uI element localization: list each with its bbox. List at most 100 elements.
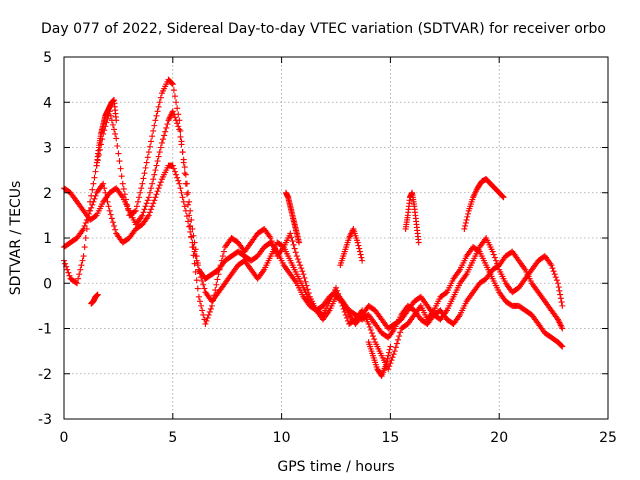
data-point-trace-2 bbox=[188, 216, 195, 223]
data-point-trace-2 bbox=[149, 180, 156, 187]
data-point-trace-2 bbox=[557, 291, 564, 298]
data-point-trace-1 bbox=[154, 108, 161, 115]
data-point-trace-1 bbox=[107, 112, 114, 119]
data-point-trace-1 bbox=[559, 343, 566, 350]
data-point-trace-1 bbox=[290, 241, 297, 248]
data-point-trace-2 bbox=[162, 128, 169, 135]
data-point-trace-1 bbox=[142, 164, 149, 171]
data-point-trace-1 bbox=[391, 348, 398, 355]
data-point-trace-1 bbox=[137, 189, 144, 196]
data-point-trace-1 bbox=[169, 80, 176, 87]
data-point-trace-2 bbox=[183, 180, 190, 187]
y-tick-label: 0 bbox=[43, 276, 52, 292]
data-point-trace-1 bbox=[289, 238, 296, 245]
data-point-trace-1 bbox=[389, 354, 396, 361]
data-point-trace-3 bbox=[86, 210, 93, 217]
data-point-trace-1 bbox=[76, 271, 83, 278]
data-point-trace-1 bbox=[302, 278, 309, 285]
axis-ticks: 0 5 10 15 20 25 -3 -2 -1 0 1 2 3 4 5 bbox=[38, 50, 617, 446]
data-point-isolated-01h bbox=[94, 291, 101, 298]
data-point-trace-1 bbox=[140, 175, 147, 182]
data-point-low-cluster-14h bbox=[383, 358, 390, 365]
data-point-trace-3 bbox=[100, 180, 107, 187]
data-point-trace-3 bbox=[152, 194, 159, 201]
data-point-trace-2 bbox=[177, 133, 184, 140]
data-point-trace-2 bbox=[157, 144, 164, 151]
data-point-trace-3 bbox=[155, 185, 162, 192]
data-point-trace-1 bbox=[144, 154, 151, 161]
data-point-trace-1 bbox=[297, 262, 304, 269]
data-point-low-cluster-14h bbox=[387, 343, 394, 350]
data-point-trace-1 bbox=[385, 366, 392, 373]
data-point-trace-3 bbox=[181, 203, 188, 210]
data-point-trace-2 bbox=[179, 149, 186, 156]
data-point-trace-3 bbox=[151, 197, 158, 204]
data-point-trace-3 bbox=[148, 206, 155, 213]
data-point-trace-3 bbox=[180, 198, 187, 205]
data-point-trace-3 bbox=[186, 223, 193, 230]
data-point-trace-1 bbox=[220, 248, 227, 255]
data-point-trace-3 bbox=[193, 257, 200, 264]
data-point-trace-1 bbox=[206, 308, 213, 315]
data-point-trace-2 bbox=[163, 124, 170, 131]
data-point-trace-2 bbox=[180, 156, 187, 163]
data-point-trace-1 bbox=[301, 274, 308, 281]
data-point-trace-2 bbox=[154, 158, 161, 165]
data-point-spike-16h bbox=[415, 239, 422, 246]
data-point-trace-3 bbox=[104, 198, 111, 205]
data-point-trace-2 bbox=[142, 203, 149, 210]
data-point-trace-2 bbox=[158, 139, 165, 146]
data-point-low-cluster-14h bbox=[384, 355, 391, 362]
data-point-spike-10h bbox=[296, 239, 303, 246]
data-point-spike-13h bbox=[358, 254, 365, 261]
x-tick-label: 25 bbox=[599, 430, 617, 446]
data-point-trace-3 bbox=[82, 219, 89, 226]
data-point-spike-18h bbox=[500, 194, 507, 201]
data-point-trace-3 bbox=[107, 211, 114, 218]
data-point-trace-2 bbox=[156, 149, 163, 156]
data-point-trace-1 bbox=[174, 105, 181, 112]
data-point-trace-3 bbox=[103, 194, 110, 201]
data-point-trace-2 bbox=[151, 171, 158, 178]
data-point-trace-3 bbox=[87, 207, 94, 214]
data-point-trace-1 bbox=[187, 222, 194, 229]
data-point-trace-1 bbox=[366, 323, 373, 330]
data-point-trace-2 bbox=[552, 274, 559, 281]
data-point-trace-1 bbox=[292, 249, 299, 256]
data-point-trace-2 bbox=[549, 265, 556, 272]
data-point-trace-2 bbox=[559, 302, 566, 309]
data-point-trace-1 bbox=[132, 207, 139, 214]
data-point-trace-3 bbox=[84, 213, 91, 220]
data-point-trace-2 bbox=[189, 225, 196, 232]
data-point-trace-3 bbox=[192, 253, 199, 260]
data-point-trace-1 bbox=[298, 265, 305, 272]
data-point-trace-2 bbox=[492, 257, 499, 264]
data-point-trace-1 bbox=[139, 180, 146, 187]
data-point-trace-3 bbox=[108, 215, 115, 222]
x-tick-label: 20 bbox=[490, 430, 508, 446]
data-point-trace-1 bbox=[152, 117, 159, 124]
data-point-trace-3 bbox=[189, 239, 196, 246]
data-point-trace-1 bbox=[118, 173, 125, 180]
data-point-trace-1 bbox=[212, 287, 219, 294]
data-point-trace-2 bbox=[199, 277, 206, 284]
data-point-trace-1 bbox=[62, 260, 69, 267]
data-point-trace-1 bbox=[219, 253, 226, 260]
data-point-spike-18h bbox=[462, 219, 469, 226]
data-point-trace-2 bbox=[556, 287, 563, 294]
data-point-trace-2 bbox=[139, 212, 146, 219]
data-point-trace-1 bbox=[368, 330, 375, 337]
data-point-spike-02h bbox=[113, 117, 120, 124]
data-point-trace-3 bbox=[177, 185, 184, 192]
data-point-trace-1 bbox=[74, 280, 81, 287]
data-point-trace-3 bbox=[88, 204, 95, 211]
data-point-trace-1 bbox=[387, 360, 394, 367]
data-point-trace-2 bbox=[140, 209, 147, 216]
data-point-trace-2 bbox=[491, 254, 498, 261]
data-point-trace-3 bbox=[150, 200, 157, 207]
data-point-trace-2 bbox=[152, 167, 159, 174]
data-point-trace-1 bbox=[149, 133, 156, 140]
data-point-trace-1 bbox=[203, 317, 210, 324]
data-point-trace-1 bbox=[150, 127, 157, 134]
x-tick-label: 10 bbox=[273, 430, 291, 446]
